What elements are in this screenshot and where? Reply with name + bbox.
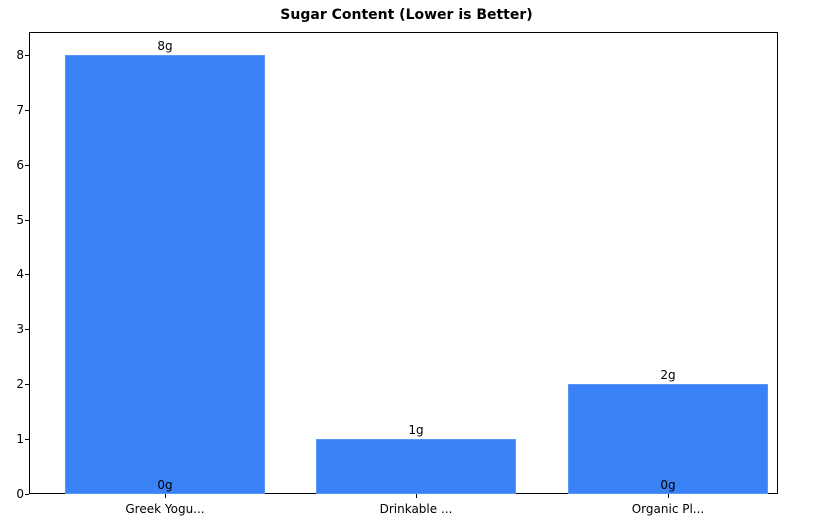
bar-base-label: 0g (660, 478, 676, 492)
bar-base-label: 0g (157, 478, 173, 492)
y-tick-label: 8 (16, 47, 24, 62)
x-tick-mark (416, 494, 417, 498)
bar (568, 384, 768, 494)
y-tick-mark (25, 494, 29, 495)
y-tick-mark (25, 439, 29, 441)
y-tick-mark (25, 329, 29, 331)
y-tick-mark (25, 274, 29, 276)
y-tick-label: 5 (16, 212, 24, 227)
bar-value-label: 2g (660, 368, 676, 383)
chart-title: Sugar Content (Lower is Better) (280, 7, 533, 23)
y-tick-mark (25, 384, 29, 386)
x-tick-label: Greek Yogu... (125, 502, 205, 516)
y-tick-mark (25, 109, 29, 111)
y-tick-mark (25, 54, 29, 56)
x-tick-mark (668, 494, 669, 498)
y-tick-mark (25, 219, 29, 221)
y-tick-label: 1 (16, 432, 24, 447)
y-tick-label: 3 (16, 322, 24, 337)
y-tick-label: 7 (16, 102, 24, 117)
bar-value-label: 8g (157, 38, 173, 53)
x-tick-label: Organic Pl... (631, 502, 705, 516)
y-tick-label: 2 (16, 377, 24, 392)
y-tick-label: 0 (16, 487, 24, 501)
bar (65, 54, 265, 494)
bar-value-label: 1g (408, 423, 424, 438)
x-tick-label: Drinkable ... (379, 502, 453, 516)
bar (316, 439, 516, 494)
y-tick-label: 6 (16, 157, 24, 172)
y-tick-label: 4 (16, 267, 24, 282)
y-tick-mark (25, 164, 29, 166)
x-tick-mark (165, 494, 166, 498)
